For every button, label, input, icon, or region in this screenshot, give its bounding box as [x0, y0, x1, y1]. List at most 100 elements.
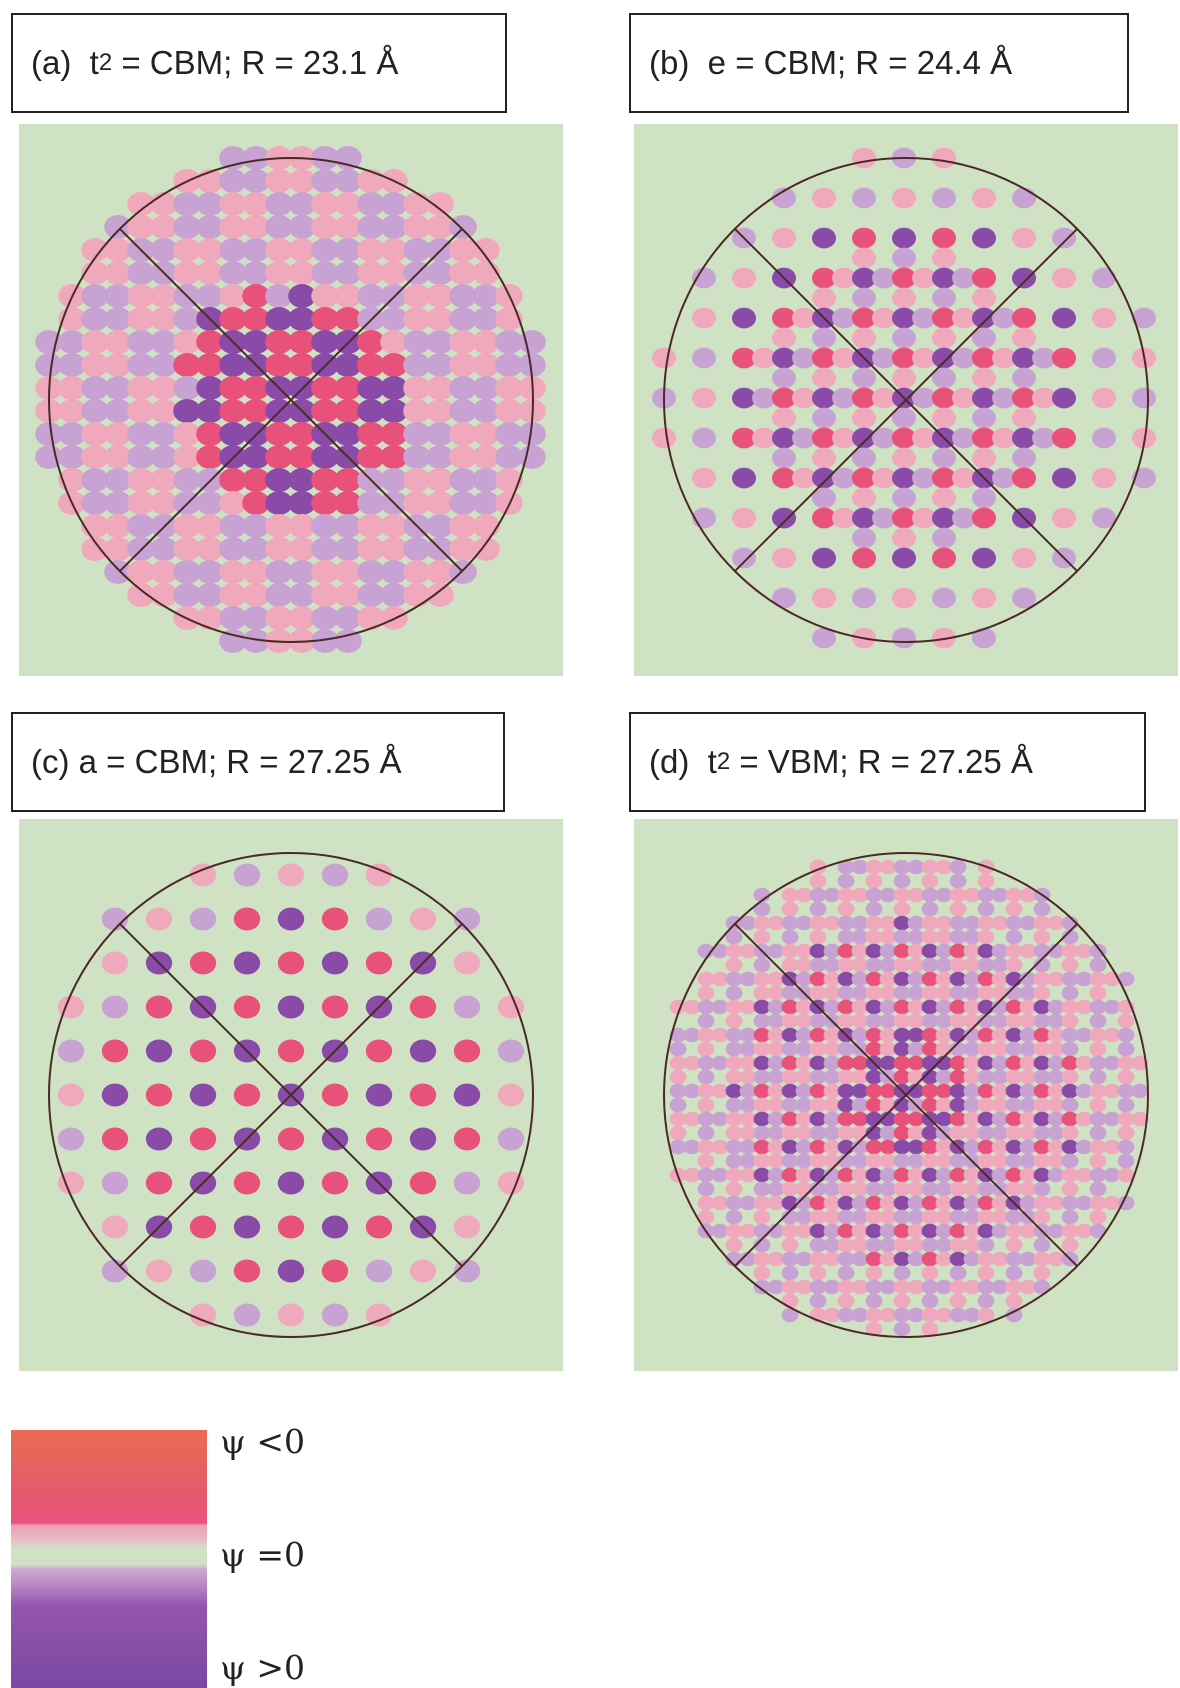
lobe: [972, 548, 996, 569]
lobe: [278, 1216, 304, 1239]
lobe: [1062, 1154, 1079, 1169]
lobe: [972, 488, 996, 509]
lobe: [454, 1172, 480, 1195]
lobe: [322, 996, 348, 1019]
lobe: [1090, 1210, 1107, 1225]
lobe: [772, 588, 796, 609]
lobe: [932, 188, 956, 209]
lobe: [726, 986, 743, 1001]
lobe: [410, 1084, 436, 1107]
lobe: [978, 1238, 995, 1253]
lobe: [1062, 1238, 1079, 1253]
lobe: [498, 1040, 524, 1063]
lobe: [652, 428, 676, 449]
lobe: [234, 952, 260, 975]
lobe: [1034, 1238, 1051, 1253]
lobe: [1052, 308, 1076, 329]
lobe: [838, 902, 855, 917]
page: ψ <0 ψ =0 ψ >0 (() => { const data = JSO…: [0, 0, 1180, 1688]
lobe: [146, 1260, 172, 1283]
lobe: [102, 1216, 128, 1239]
lobe: [410, 1172, 436, 1195]
lobe: [366, 1040, 392, 1063]
lobe: [950, 1266, 967, 1281]
lobe: [698, 1014, 715, 1029]
lobe: [812, 228, 836, 249]
lobe: [852, 228, 876, 249]
lobe: [892, 528, 916, 549]
lobe: [812, 408, 836, 429]
legend-label: ψ =0: [220, 1535, 305, 1574]
lobe: [866, 874, 883, 889]
label-text: (c) a = CBM; R = 27.25 Å: [31, 743, 401, 781]
lobe: [810, 874, 827, 889]
lobe: [852, 588, 876, 609]
lobe: [1062, 1042, 1079, 1057]
lobe: [1118, 1042, 1135, 1057]
lobe: [426, 192, 454, 216]
lobe: [1090, 1154, 1107, 1169]
lobe: [518, 330, 546, 354]
lobe: [978, 1266, 995, 1281]
lobe: [190, 1128, 216, 1151]
lobe: [772, 508, 796, 529]
lobe: [698, 1098, 715, 1113]
lobe: [812, 368, 836, 389]
lobe: [234, 1084, 260, 1107]
lobe: [1006, 1238, 1023, 1253]
lobe: [1090, 1126, 1107, 1141]
lobe: [1034, 1182, 1051, 1197]
lobe: [1062, 1098, 1079, 1113]
lobe: [754, 958, 771, 973]
lobe: [1012, 448, 1036, 469]
wavefunction-plot: [634, 819, 1178, 1371]
lobe: [234, 996, 260, 1019]
lobe: [692, 308, 716, 329]
lobe: [190, 952, 216, 975]
lobe: [146, 1040, 172, 1063]
lobe: [146, 908, 172, 931]
lobe: [1062, 1014, 1079, 1029]
lobe: [732, 508, 756, 529]
lobe: [102, 1084, 128, 1107]
lobe: [852, 548, 876, 569]
panel-label: (a) t2 = CBM; R = 23.1 Å: [11, 13, 507, 113]
lobe: [894, 1294, 911, 1309]
lobe: [782, 930, 799, 945]
lobe: [1052, 268, 1076, 289]
lobe: [146, 996, 172, 1019]
lobe: [866, 902, 883, 917]
label-text: (b) e = CBM; R = 24.4 Å: [649, 44, 1012, 82]
lobe: [950, 860, 967, 875]
lobe: [892, 188, 916, 209]
lobe: [1034, 1266, 1051, 1281]
lobe: [892, 228, 916, 249]
lobe: [810, 902, 827, 917]
lobe: [894, 1322, 911, 1337]
lobe: [1062, 1182, 1079, 1197]
lobe: [852, 148, 876, 169]
lobe: [932, 588, 956, 609]
lobe: [322, 1084, 348, 1107]
lobe: [922, 874, 939, 889]
lobe: [772, 228, 796, 249]
lobe: [670, 1042, 687, 1057]
lobe: [278, 996, 304, 1019]
lobe: [146, 1172, 172, 1195]
lobe: [698, 1070, 715, 1085]
lobe: [972, 448, 996, 469]
lobe: [1012, 548, 1036, 569]
lobe: [234, 1260, 260, 1283]
lobe: [1012, 268, 1036, 289]
lobe: [1090, 1182, 1107, 1197]
lobe: [1090, 986, 1107, 1001]
lobe: [1052, 348, 1076, 369]
lobe: [726, 1210, 743, 1225]
lobe: [754, 1210, 771, 1225]
lobe: [932, 148, 956, 169]
lobe: [932, 548, 956, 569]
lobe: [1118, 1126, 1135, 1141]
lobe: [1132, 388, 1156, 409]
lobe: [972, 588, 996, 609]
lobe: [1092, 428, 1116, 449]
